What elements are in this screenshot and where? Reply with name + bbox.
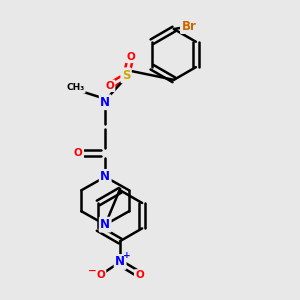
Text: O: O	[105, 81, 114, 91]
Text: N: N	[100, 218, 110, 231]
Text: +: +	[123, 251, 130, 260]
Text: CH₃: CH₃	[66, 83, 85, 92]
Text: N: N	[115, 256, 125, 268]
Text: O: O	[126, 52, 135, 62]
Text: N: N	[100, 96, 110, 109]
Text: S: S	[122, 69, 130, 82]
Text: N: N	[100, 170, 110, 183]
Text: O: O	[135, 270, 144, 280]
Text: O: O	[74, 148, 83, 158]
Text: Br: Br	[182, 20, 196, 33]
Text: −: −	[88, 266, 97, 276]
Text: O: O	[96, 270, 105, 280]
